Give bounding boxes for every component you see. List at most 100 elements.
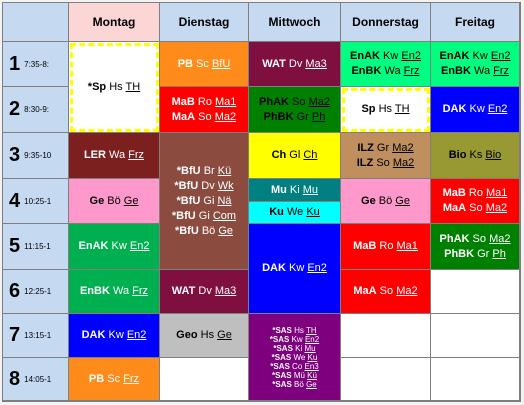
teacher: Kw xyxy=(108,329,124,341)
room-link[interactable]: Ku xyxy=(306,206,320,218)
room-link[interactable]: Frz xyxy=(132,285,149,297)
period-number: 7 xyxy=(9,324,21,346)
lesson-cell[interactable]: MaB Ro Ma1 MaA So Ma2 xyxy=(431,179,520,224)
room-link[interactable]: En2 xyxy=(487,103,508,115)
room-link[interactable]: En3 xyxy=(304,361,319,371)
room-link[interactable]: Ma3 xyxy=(214,285,237,297)
room-link[interactable]: Wk xyxy=(217,179,234,192)
lesson-cell[interactable]: MaB Ro Ma1 xyxy=(341,224,431,270)
lesson-cell[interactable]: Mu Ki Mu xyxy=(249,179,341,202)
lesson-cell[interactable]: WAT Dv Ma3 xyxy=(249,42,341,87)
teacher: Bö xyxy=(294,379,304,389)
subject: *BfU xyxy=(174,179,199,192)
room-link[interactable]: TH xyxy=(125,80,141,93)
lesson-cell[interactable]: PhAK So Ma2 PhBK Gr Ph xyxy=(249,87,341,133)
lesson-cell[interactable]: Geo Hs Ge xyxy=(160,314,249,358)
room-link[interactable]: Frz xyxy=(123,372,140,385)
room-link[interactable]: En2 xyxy=(129,240,150,252)
lesson-cell[interactable]: *BfU Br Kü *BfU Dv Wk *BfU Gi Nä *BfU Gi Co… xyxy=(160,133,249,270)
lesson-entry: PhBK Gr Ph xyxy=(264,110,326,125)
lesson-cell[interactable]: DAK Kw En2 xyxy=(249,224,341,314)
lesson-entry: EnBK Wa Frz xyxy=(351,64,419,79)
subject: PhAK xyxy=(439,232,470,245)
room-link[interactable]: Ma2 xyxy=(392,141,414,154)
lesson-cell[interactable]: Bio Ks Bio xyxy=(431,133,520,179)
room-link[interactable]: En2 xyxy=(490,50,511,62)
teacher: Ro xyxy=(379,240,394,252)
lesson-cell[interactable]: WAT Dv Ma3 xyxy=(160,270,249,314)
lesson-entry: *BfU Gi Com xyxy=(172,209,236,224)
lesson-cell[interactable]: MaA So Ma2 xyxy=(341,270,431,314)
room-link[interactable]: Mu xyxy=(304,343,316,353)
lesson-cell[interactable]: *SAS Hs TH *SAS Kw En2 *SAS Ki Mu *SAS We K… xyxy=(249,314,341,401)
lesson-cell[interactable]: PB Sc Frz xyxy=(69,358,160,401)
room-link[interactable]: Com xyxy=(212,209,237,222)
lesson-cell[interactable]: PB Sc BfU xyxy=(160,42,249,87)
room-link[interactable]: Ku xyxy=(307,352,318,362)
subject: PhBK xyxy=(444,247,475,260)
lesson-cell[interactable]: EnAK Kw En2 EnBK Wa Frz xyxy=(341,42,431,87)
room-link[interactable]: TH xyxy=(394,103,410,115)
subject: Geo xyxy=(176,329,198,341)
room-link[interactable]: Bio xyxy=(485,149,502,161)
lesson-cell[interactable]: ILZ Gr Ma2 ILZ So Ma2 xyxy=(341,133,431,179)
room-link[interactable]: En2 xyxy=(304,334,320,344)
lesson-cell[interactable]: LER Wa Frz xyxy=(69,133,160,179)
room-link[interactable]: Ma1 xyxy=(396,240,418,252)
teacher: Hs xyxy=(109,80,123,93)
period-number: 6 xyxy=(9,280,21,302)
room-link[interactable]: Ma2 xyxy=(214,110,237,123)
subject: DAK xyxy=(442,103,467,115)
room-link[interactable]: Frz xyxy=(403,65,420,77)
lesson-cell[interactable]: Sp Hs TH xyxy=(341,87,431,133)
lesson-cell[interactable]: PhAK So Ma2 PhBK Gr Ph xyxy=(431,224,520,270)
lesson-cell[interactable]: Ge Bö Ge xyxy=(341,179,431,224)
room-link[interactable]: Ma3 xyxy=(305,57,327,70)
room-link[interactable]: Ma2 xyxy=(489,232,511,245)
lesson-cell[interactable]: EnAK Kw En2 EnBK Wa Frz xyxy=(431,42,520,87)
lesson-cell[interactable]: DAK Kw En2 xyxy=(431,87,520,133)
subject: *SAS xyxy=(272,325,292,335)
room-link[interactable]: Ma2 xyxy=(396,285,418,297)
room-link[interactable]: Ma2 xyxy=(392,156,415,169)
lesson-cell[interactable]: Ku We Ku xyxy=(249,202,341,224)
period-label: 6 12:25-1 xyxy=(3,270,69,314)
lesson-cell[interactable]: EnAK Kw En2 xyxy=(69,224,160,270)
lesson-cell[interactable]: Ch Gl Ch xyxy=(249,133,341,179)
room-link[interactable]: Frz xyxy=(128,149,145,161)
lesson-cell[interactable]: EnBK Wa Frz xyxy=(69,270,160,314)
period-number: 3 xyxy=(9,144,21,166)
room-link[interactable]: Mu xyxy=(302,183,319,196)
room-link[interactable]: Kü xyxy=(217,164,232,177)
lesson-cell[interactable]: Ge Bö Ge xyxy=(69,179,160,224)
room-link[interactable]: Ge xyxy=(218,224,234,237)
room-link[interactable]: Nä xyxy=(217,194,232,207)
period-label: 5 11:15-1 xyxy=(3,224,69,270)
room-link[interactable]: Ma2 xyxy=(308,95,330,108)
day-header: Mittwoch xyxy=(249,3,341,42)
room-link[interactable]: En2 xyxy=(307,262,327,274)
room-link[interactable]: Ge xyxy=(306,379,317,389)
room-link[interactable]: Kü xyxy=(307,370,317,380)
room-link[interactable]: En2 xyxy=(126,329,147,341)
room-link[interactable]: En2 xyxy=(401,50,421,62)
lesson-cell[interactable]: MaB Ro Ma1 MaA So Ma2 xyxy=(160,87,249,133)
room-link[interactable]: Ma1 xyxy=(215,95,237,108)
lesson-cell[interactable]: DAK Kw En2 xyxy=(69,314,160,358)
room-link[interactable]: Ge xyxy=(217,329,232,341)
room-link[interactable]: TH xyxy=(305,325,317,335)
lesson-cell[interactable]: *Sp Hs TH xyxy=(69,42,160,133)
room-link[interactable]: Ge xyxy=(395,194,410,207)
room-link[interactable]: Ph xyxy=(492,247,506,260)
room-link[interactable]: Ma1 xyxy=(486,187,508,199)
teacher: Bö xyxy=(378,194,393,207)
room-link[interactable]: Ma2 xyxy=(485,202,508,214)
subject: WAT xyxy=(171,285,196,297)
period-time: 14:05-1 xyxy=(24,374,52,384)
room-link[interactable]: Ge xyxy=(123,194,139,207)
room-link[interactable]: Frz xyxy=(493,65,510,77)
teacher: So xyxy=(379,285,394,297)
room-link[interactable]: Ph xyxy=(311,110,326,123)
room-link[interactable]: Ch xyxy=(303,149,318,161)
room-link[interactable]: BfU xyxy=(211,57,231,70)
